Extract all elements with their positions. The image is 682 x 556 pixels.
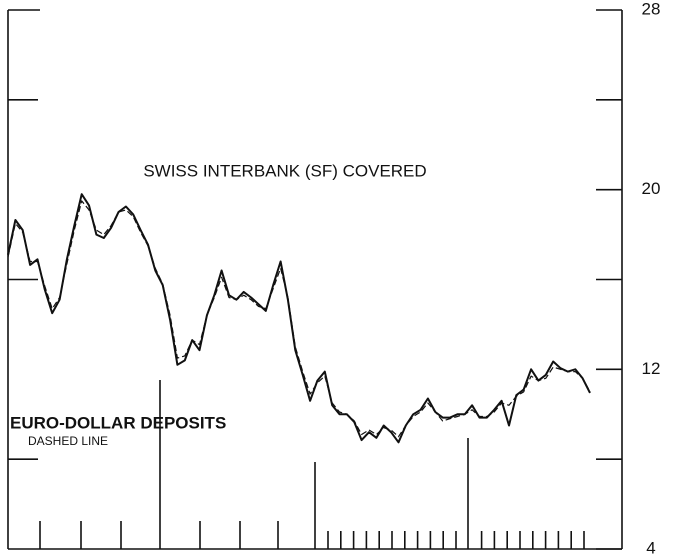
y-tick-label: 20 — [642, 179, 661, 198]
y-tick-label: 4 — [646, 538, 655, 556]
series-line — [7, 193, 591, 444]
annotation: EURO-DOLLAR DEPOSITS — [10, 413, 226, 432]
y-tick-label: 12 — [642, 359, 661, 378]
annotation: DASHED LINE — [28, 434, 108, 448]
series-line — [7, 200, 591, 438]
annotation: SWISS INTERBANK (SF) COVERED — [143, 161, 426, 180]
y-tick-label: 28 — [642, 0, 661, 18]
